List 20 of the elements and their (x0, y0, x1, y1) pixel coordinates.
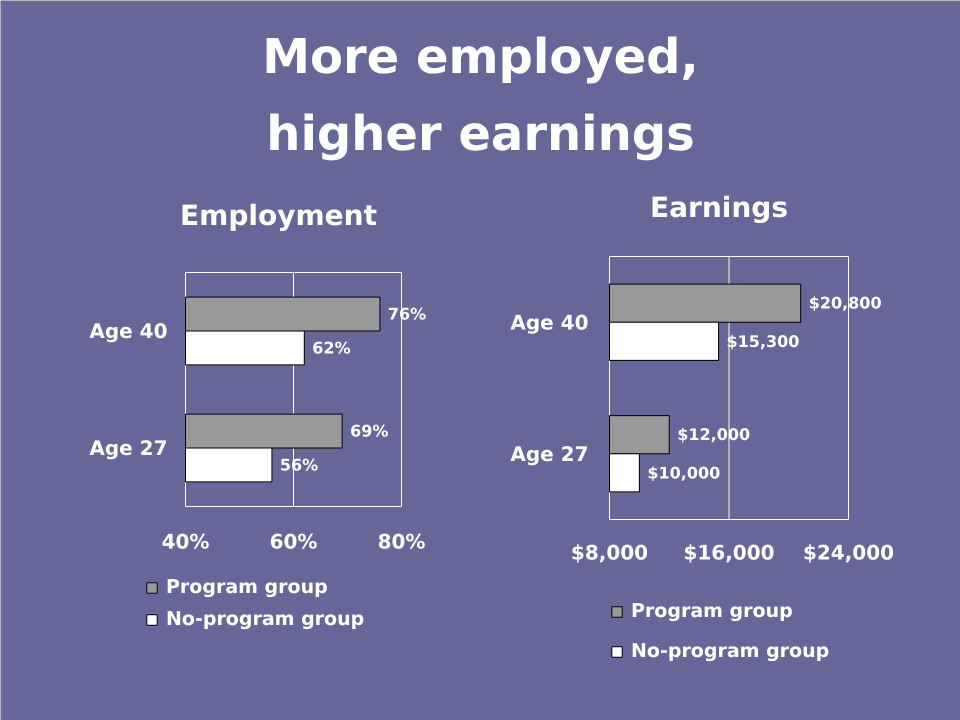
x-tick-label: 60% (270, 530, 318, 554)
legend-label: Program group (166, 576, 328, 598)
y-tick-label: Age 40 (510, 310, 588, 334)
data-label: 69% (350, 422, 388, 441)
y-tick-label: Age 27 (510, 442, 588, 466)
y-tick-label: Age 40 (89, 319, 168, 343)
legend-label: No-program group (166, 608, 364, 630)
chart-title: Employment (180, 199, 377, 232)
y-tick-label: Age 27 (89, 436, 168, 460)
text: More employed, higher earnings (262, 29, 699, 162)
x-tick-label: 80% (378, 530, 426, 554)
chart-title: Earnings (650, 191, 788, 224)
legend-label: Program group (631, 600, 793, 622)
x-tick-label: $24,000 (802, 540, 894, 564)
data-label: 62% (312, 338, 351, 358)
x-tick-label: $16,000 (683, 540, 775, 564)
data-label: $10,000 (647, 463, 720, 482)
legend-label: No-program group (631, 640, 830, 662)
x-tick-label: $8,000 (570, 540, 648, 564)
x-tick-label: 40% (162, 530, 210, 554)
